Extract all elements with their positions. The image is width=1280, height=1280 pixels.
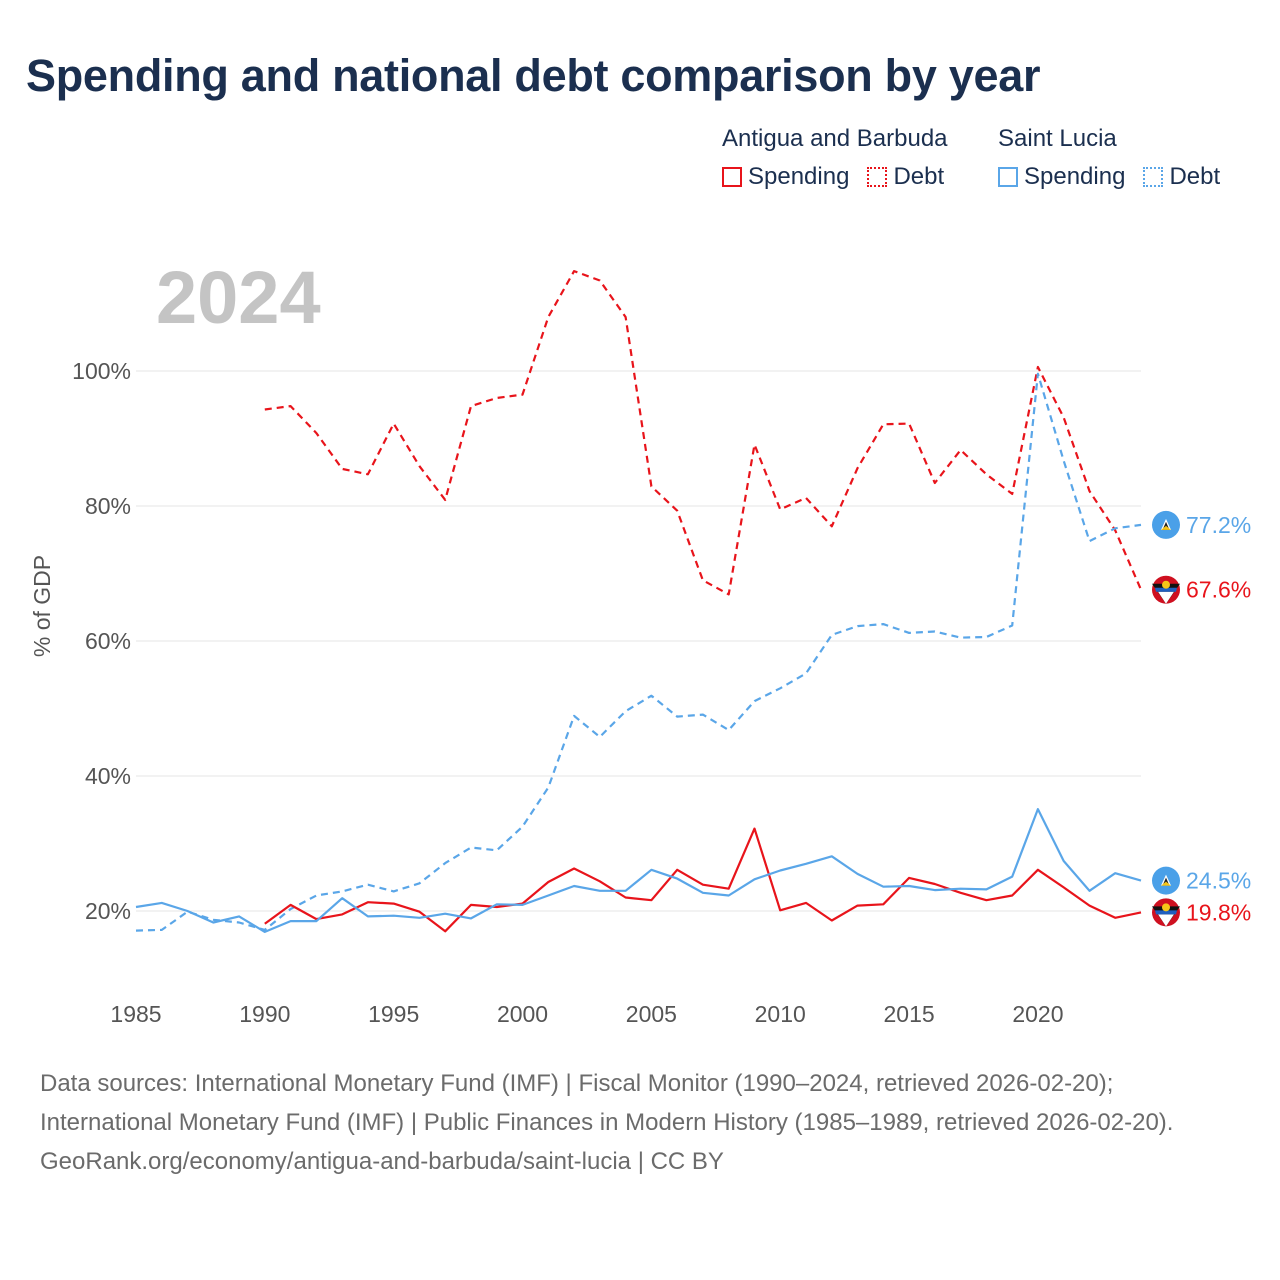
x-tick-label: 2005 [626,1001,677,1027]
saint-lucia-flag-icon [1152,866,1180,895]
chart-title: Spending and national debt comparison by… [26,50,1041,101]
legend-label-antigua-debt: Debt [893,163,945,190]
series-line-antigua-and-barbuda-debt[interactable] [264,270,1143,596]
y-axis-label: % of GDP [29,555,55,657]
year-watermark: 2024 [156,256,321,339]
legend-swatch-antigua-debt [867,167,888,187]
end-value-label: 19.8% [1186,899,1251,925]
data-sources: Data sources: International Monetary Fun… [40,1070,1174,1136]
legend-label-antigua-spending: Spending [748,163,850,190]
grid-lines [136,370,1141,912]
series-lines [135,270,1143,934]
legend-swatch-saint-lucia-spending [998,167,1018,187]
saint-lucia-flag-icon [1152,510,1180,539]
x-tick-label: 2020 [1012,1001,1063,1027]
legend-group-antigua: Antigua and Barbuda Spending Debt [722,122,948,191]
y-tick-label: 20% [85,898,131,924]
x-tick-label: 1985 [110,1001,161,1027]
x-tick-label: 2015 [883,1001,934,1027]
legend-label-saint-lucia-spending: Spending [1024,163,1126,190]
end-value-label: 77.2% [1186,512,1251,538]
credit-link[interactable]: GeoRank.org/economy/antigua-and-barbuda/… [40,1148,724,1175]
legend-title-saint-lucia: Saint Lucia [998,125,1117,152]
legend-item-saint-lucia-debt[interactable]: Debt [1143,163,1220,191]
y-tick-label: 100% [72,358,131,384]
y-tick-label: 80% [85,493,131,519]
end-labels: 67.6% 77.2% 19.8% 24.5% [1152,510,1251,927]
y-tick-label: 40% [85,763,131,789]
legend-group-saint-lucia: Saint Lucia Spending Debt [998,122,1220,191]
footer: Data sources: International Monetary Fun… [40,1064,1240,1181]
x-tick-label: 2000 [497,1001,548,1027]
series-line-antigua-and-barbuda-spending[interactable] [264,827,1142,933]
y-axis: 20% 40% 60% 80% 100% [72,358,131,924]
x-tick-label: 1995 [368,1001,419,1027]
legend-item-antigua-debt[interactable]: Debt [867,163,944,191]
series-line-saint-lucia-spending[interactable] [135,807,1142,934]
legend-title-antigua: Antigua and Barbuda [722,125,948,152]
chart-svg: 20% 40% 60% 80% 100% 1985 1990 1995 2000 2005 201… [29,256,1251,1027]
x-tick-label: 2010 [755,1001,806,1027]
series-line-saint-lucia-debt[interactable] [135,372,1142,932]
end-value-label: 67.6% [1186,577,1251,603]
end-value-label: 24.5% [1186,868,1251,894]
legend-label-saint-lucia-debt: Debt [1169,163,1221,190]
x-axis: 1985 1990 1995 2000 2005 2010 2015 2020 [110,1001,1063,1027]
legend-item-antigua-spending[interactable]: Spending [722,163,849,191]
antigua-and-barbuda-flag-icon [1152,898,1180,927]
legend-item-saint-lucia-spending[interactable]: Spending [998,163,1125,191]
y-tick-label: 60% [85,628,131,654]
legend-swatch-saint-lucia-debt [1143,167,1164,187]
legend-swatch-antigua-spending [722,167,742,187]
antigua-and-barbuda-flag-icon [1152,575,1180,604]
x-tick-label: 1990 [239,1001,290,1027]
